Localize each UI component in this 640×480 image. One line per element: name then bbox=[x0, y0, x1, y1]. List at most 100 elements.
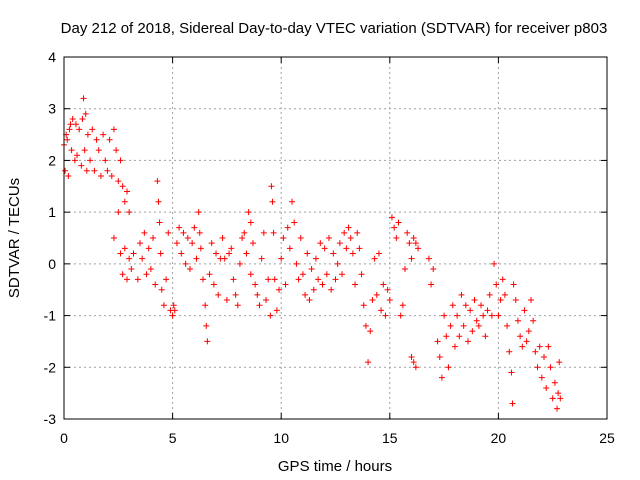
y-tick-label: 2 bbox=[48, 152, 56, 168]
data-point bbox=[384, 286, 391, 293]
data-point bbox=[170, 302, 177, 309]
data-point bbox=[369, 297, 376, 304]
data-point bbox=[410, 359, 417, 366]
data-point bbox=[239, 235, 246, 241]
data-point bbox=[130, 250, 137, 257]
data-point bbox=[514, 317, 521, 324]
data-point bbox=[141, 229, 148, 236]
data-point bbox=[243, 250, 250, 257]
y-axis-label: SDTVAR / TECUs bbox=[6, 178, 23, 298]
data-point bbox=[234, 302, 241, 309]
data-point bbox=[173, 240, 180, 247]
data-point bbox=[204, 338, 211, 345]
data-point bbox=[64, 136, 71, 143]
data-point bbox=[393, 235, 400, 241]
data-point bbox=[412, 364, 419, 371]
y-tick-label: 0 bbox=[48, 256, 56, 272]
data-point bbox=[230, 276, 237, 283]
data-point bbox=[104, 167, 111, 174]
data-point bbox=[147, 266, 154, 273]
data-point bbox=[226, 250, 233, 257]
data-point bbox=[497, 297, 504, 304]
data-point bbox=[97, 172, 104, 179]
data-point bbox=[74, 152, 81, 159]
data-point bbox=[210, 281, 217, 288]
data-point bbox=[203, 322, 210, 329]
data-point bbox=[249, 240, 256, 247]
data-point bbox=[176, 224, 183, 231]
data-point bbox=[332, 276, 339, 283]
data-point bbox=[62, 167, 69, 174]
data-point bbox=[399, 302, 406, 309]
data-point bbox=[262, 297, 269, 304]
data-point bbox=[121, 245, 128, 252]
data-point bbox=[95, 147, 102, 154]
data-point bbox=[517, 333, 524, 340]
data-point bbox=[291, 219, 298, 226]
plot-frame bbox=[63, 56, 608, 420]
data-point bbox=[155, 198, 162, 205]
data-point bbox=[365, 359, 372, 366]
data-point bbox=[493, 281, 500, 288]
data-point bbox=[156, 219, 163, 226]
data-point bbox=[349, 250, 356, 257]
data-point bbox=[93, 136, 100, 143]
data-point bbox=[71, 157, 78, 164]
data-point bbox=[182, 260, 189, 267]
data-point bbox=[375, 250, 382, 257]
data-point bbox=[501, 291, 508, 298]
data-point bbox=[126, 209, 133, 216]
data-point bbox=[317, 240, 324, 247]
data-point bbox=[506, 348, 513, 355]
x-tick-label: 20 bbox=[491, 430, 507, 446]
data-point bbox=[373, 291, 380, 298]
data-point bbox=[347, 235, 354, 241]
data-point bbox=[128, 266, 135, 273]
data-point bbox=[521, 307, 528, 314]
data-point bbox=[475, 322, 482, 329]
data-point bbox=[454, 312, 461, 319]
data-point bbox=[438, 374, 445, 381]
data-point bbox=[415, 245, 422, 252]
data-point bbox=[397, 312, 404, 319]
data-point bbox=[412, 240, 419, 247]
y-tick-label: -3 bbox=[44, 411, 57, 427]
data-point bbox=[269, 198, 276, 205]
data-point bbox=[197, 245, 204, 252]
data-point bbox=[278, 255, 285, 262]
data-point bbox=[150, 235, 157, 241]
data-point bbox=[339, 271, 346, 278]
chart-title: Day 212 of 2018, Sidereal Day-to-day VTE… bbox=[61, 20, 608, 37]
data-point bbox=[123, 276, 130, 283]
data-point bbox=[139, 255, 146, 262]
data-point bbox=[115, 209, 122, 216]
grid-lines bbox=[64, 57, 607, 419]
data-point bbox=[232, 291, 239, 298]
data-point bbox=[115, 178, 122, 185]
data-point bbox=[87, 157, 94, 164]
data-point bbox=[473, 317, 480, 324]
data-point bbox=[538, 374, 545, 381]
data-point bbox=[178, 250, 185, 257]
y-tick-label: -1 bbox=[44, 308, 57, 324]
data-point bbox=[65, 172, 72, 179]
data-point bbox=[391, 224, 398, 231]
data-point bbox=[78, 162, 85, 169]
data-point bbox=[532, 348, 539, 355]
data-point bbox=[282, 281, 289, 288]
data-point bbox=[67, 121, 74, 128]
data-point bbox=[252, 281, 259, 288]
data-point bbox=[223, 297, 230, 304]
data-point bbox=[137, 240, 144, 247]
data-point bbox=[367, 328, 374, 335]
data-point bbox=[534, 364, 541, 371]
data-point bbox=[547, 364, 554, 371]
data-point bbox=[308, 266, 315, 273]
data-point bbox=[180, 229, 187, 236]
data-point bbox=[508, 369, 515, 376]
data-point bbox=[268, 183, 275, 190]
data-point bbox=[519, 343, 526, 350]
data-point bbox=[328, 286, 335, 293]
data-point bbox=[458, 291, 465, 298]
